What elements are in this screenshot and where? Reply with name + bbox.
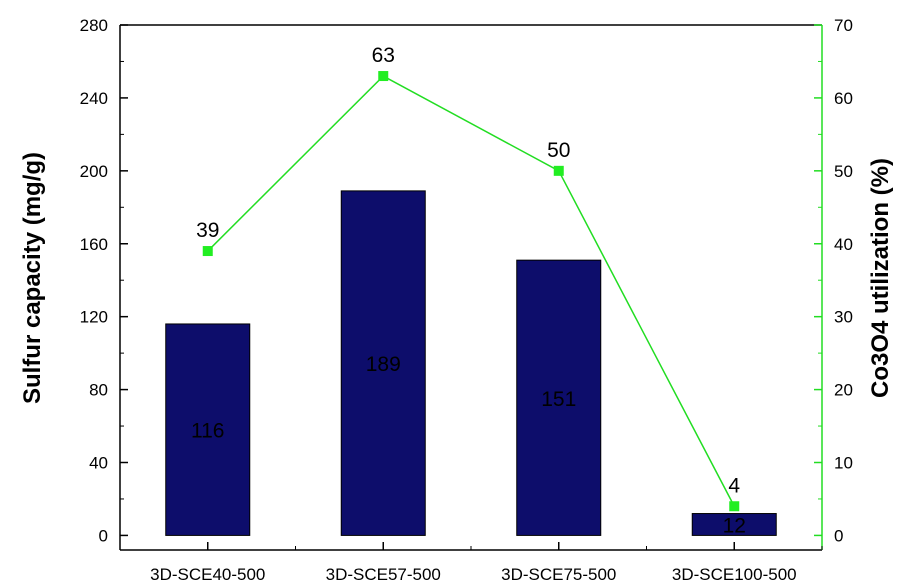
utilization-marker — [202, 246, 213, 257]
y-axis-title-left: Sulfur capacity (mg/g) — [19, 152, 46, 404]
y-tick-label-right: 60 — [834, 89, 853, 108]
utilization-data-label: 50 — [547, 139, 570, 162]
y-tick-label-right: 70 — [834, 16, 853, 35]
axes-layer: 0 40 80 120 160 200 240 280 0 10 20 30 40 50 60 70 3D-SC… — [80, 16, 853, 584]
bar-3D-SCE40-500 — [165, 323, 251, 536]
y-tick-label-right: 10 — [834, 454, 853, 473]
utilization-data-label: 39 — [196, 219, 219, 242]
x-tick-label: 3D-SCE75-500 — [501, 565, 616, 584]
bar-data-label: 12 — [723, 514, 746, 537]
y-tick-label-left: 80 — [89, 381, 108, 400]
bar-3D-SCE75-500 — [516, 259, 602, 536]
y-tick-label-right: 0 — [834, 526, 843, 545]
bar-labels-layer: 116 189 151 12 — [191, 353, 746, 537]
bar-3D-SCE57-500 — [340, 190, 426, 536]
y-tick-label-left: 0 — [99, 526, 108, 545]
y-tick-label-left: 40 — [89, 454, 108, 473]
y-tick-label-right: 30 — [834, 308, 853, 327]
y-axis-title-right: Co3O4 utilization (%) — [867, 158, 894, 398]
y-tick-label-right: 20 — [834, 381, 853, 400]
x-tick-label: 3D-SCE100-500 — [672, 565, 797, 584]
y-tick-label-left: 200 — [80, 162, 108, 181]
y-tick-label-left: 280 — [80, 16, 108, 35]
y-tick-label-right: 50 — [834, 162, 853, 181]
y-tick-label-right: 40 — [834, 235, 853, 254]
utilization-data-label: 63 — [372, 44, 395, 67]
line-layer: 39 63 50 4 — [196, 44, 740, 512]
bar-data-label: 116 — [191, 420, 224, 443]
bar-data-label: 189 — [366, 353, 401, 376]
x-tick-label: 3D-SCE40-500 — [150, 565, 265, 584]
utilization-marker — [378, 71, 389, 82]
utilization-marker — [553, 165, 564, 176]
y-tick-label-left: 240 — [80, 89, 108, 108]
bar-3D-SCE100-500 — [691, 513, 777, 536]
y-tick-label-left: 160 — [80, 235, 108, 254]
y-tick-label-left: 120 — [80, 308, 108, 327]
x-tick-label: 3D-SCE57-500 — [326, 565, 441, 584]
bars-layer — [165, 190, 777, 536]
utilization-line — [207, 75, 735, 507]
bar-data-label: 151 — [541, 388, 576, 411]
utilization-data-label: 4 — [728, 474, 740, 497]
utilization-marker — [729, 501, 740, 512]
